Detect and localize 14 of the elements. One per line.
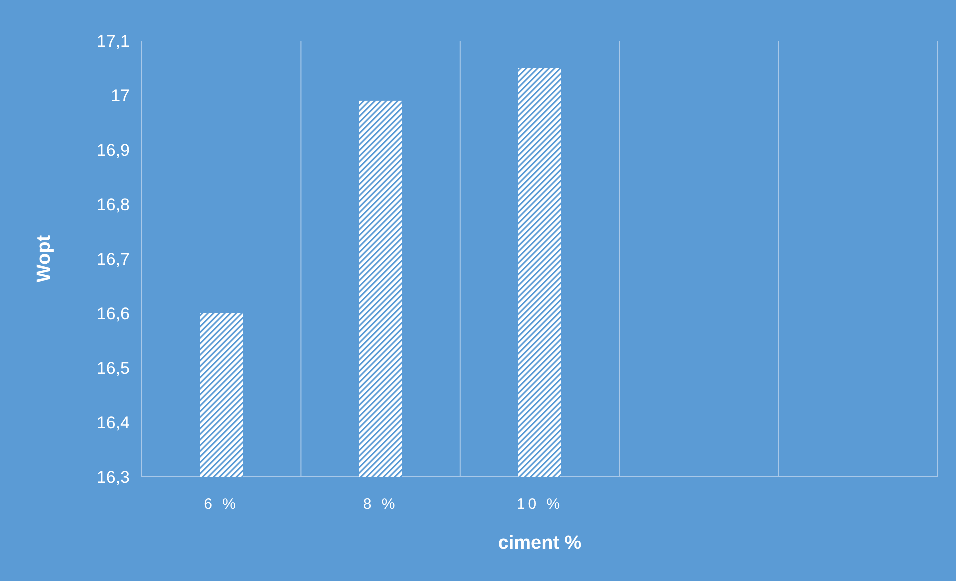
x-tick-label: 10 % [516, 496, 564, 513]
x-axis-title: ciment % [498, 533, 582, 554]
y-tick-label: 16,5 [96, 358, 130, 378]
y-tick-label: 17,1 [96, 32, 130, 51]
y-tick-label: 16,3 [96, 468, 130, 487]
y-tick-label: 16,8 [96, 195, 130, 214]
y-tick-label: 16,4 [96, 413, 130, 432]
y-tick-label: 16,6 [96, 304, 130, 324]
y-tick-label: 17 [111, 86, 130, 106]
y-tick-label: 16,9 [96, 140, 130, 160]
y-axis-title: Wopt [34, 234, 55, 283]
x-tick-label: 6 % [204, 496, 240, 513]
x-tick-label: 8 % [363, 496, 398, 513]
y-tick-label: 16,7 [96, 250, 130, 269]
